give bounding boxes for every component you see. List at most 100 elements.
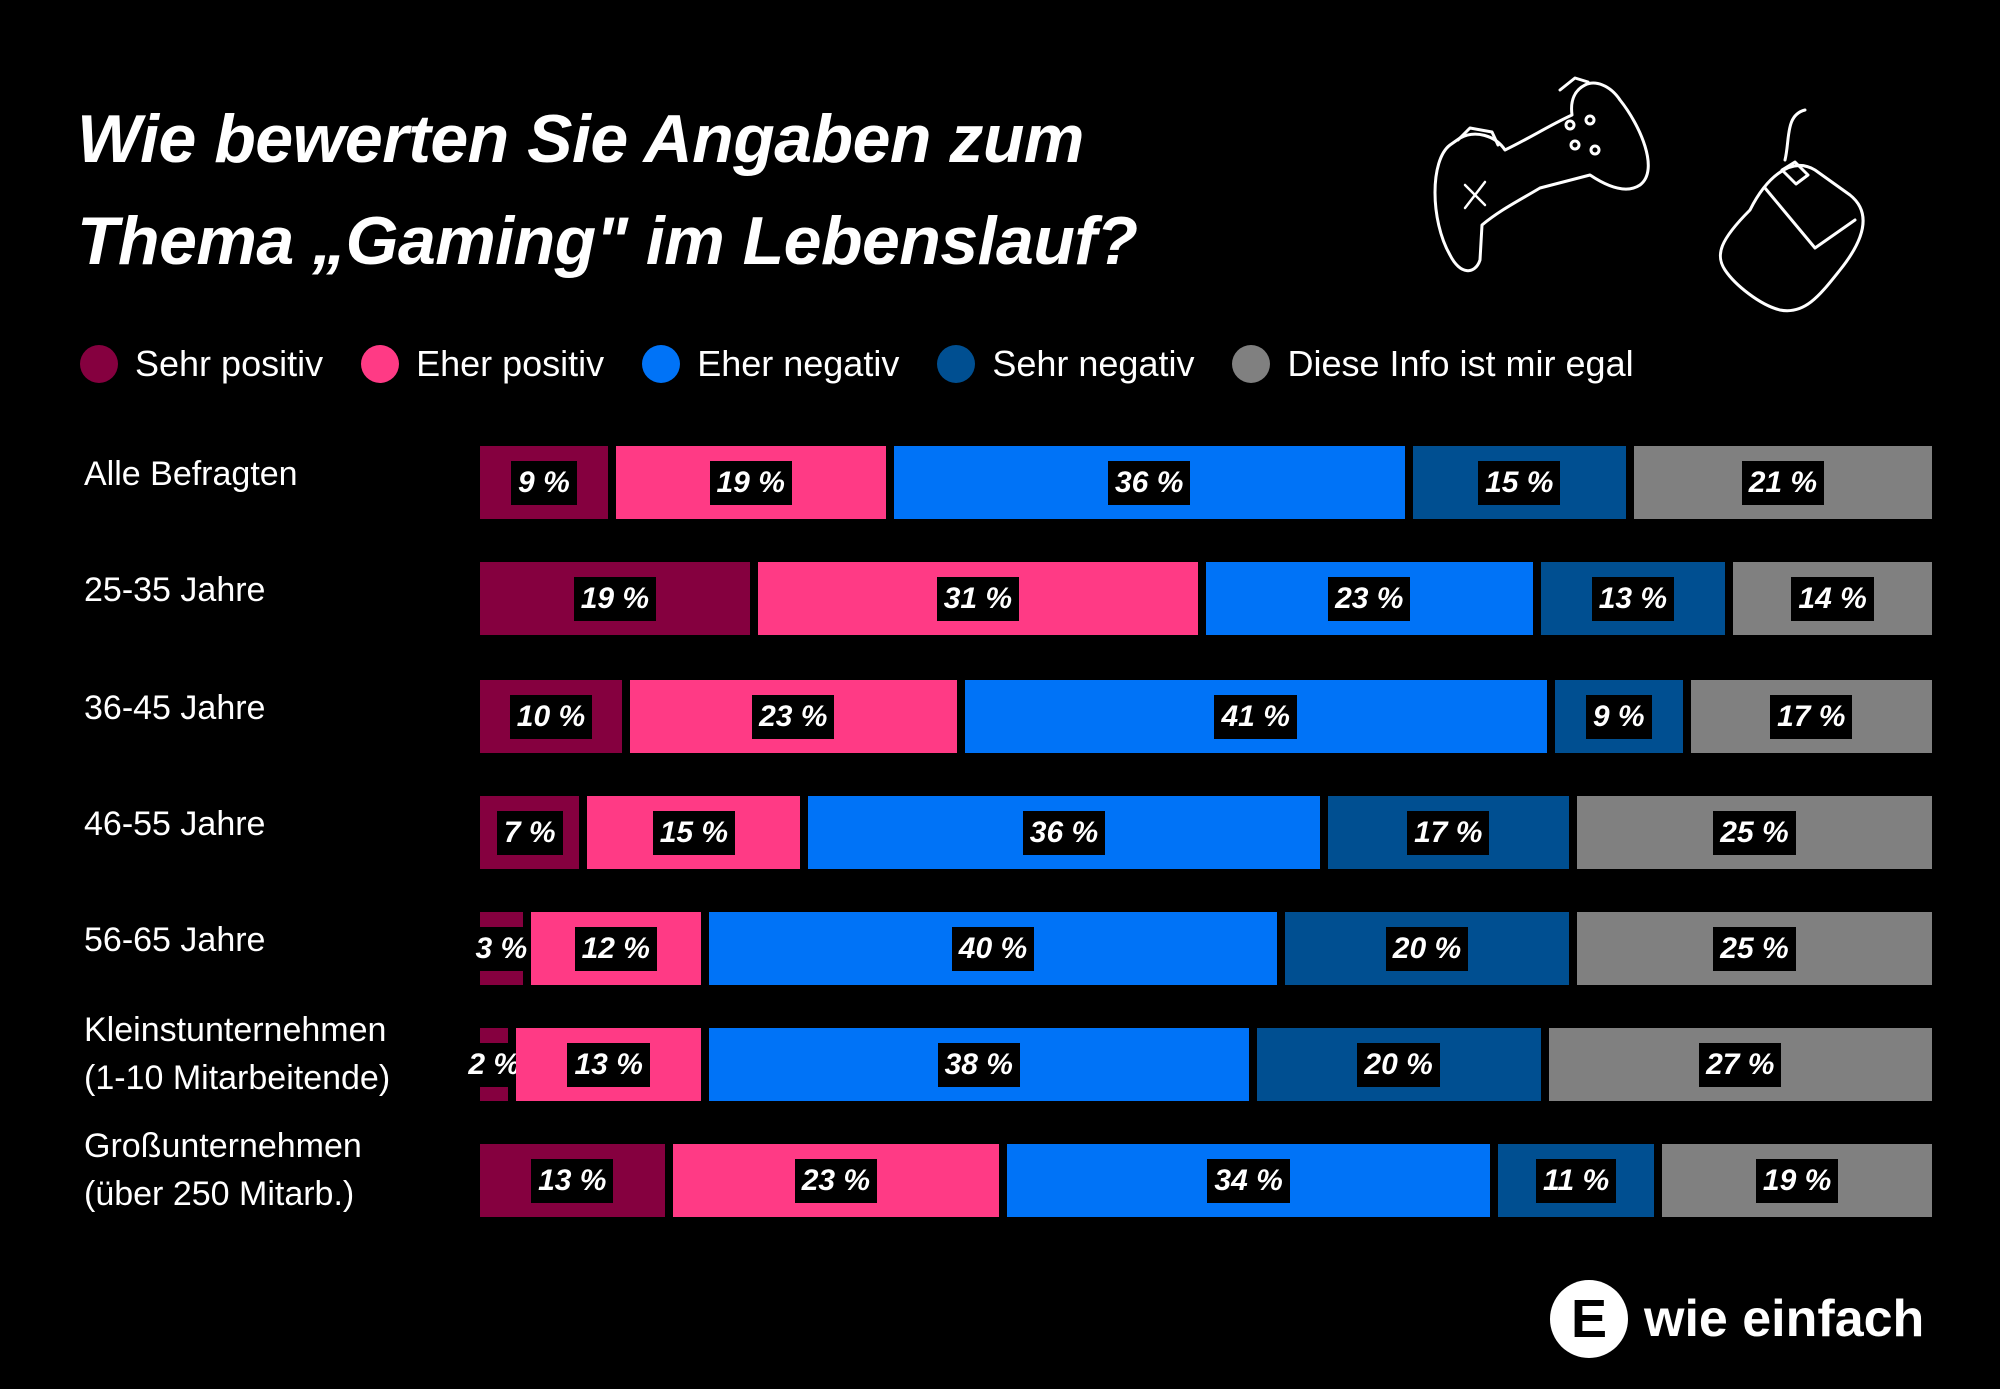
category-label: 56-65 Jahre — [84, 916, 265, 964]
data-label: 19 % — [573, 576, 657, 621]
data-label: 27 % — [1699, 1042, 1782, 1087]
legend-item: Sehr positiv — [80, 343, 323, 385]
data-label: 9 % — [511, 460, 577, 505]
decor-icons — [1420, 70, 1900, 335]
legend-item: Diese Info ist mir egal — [1232, 343, 1634, 385]
legend-label: Eher negativ — [697, 343, 900, 384]
category-label-line: (über 250 Mitarb.) — [84, 1175, 355, 1213]
data-label: 12 % — [574, 926, 657, 971]
legend-label: Diese Info ist mir egal — [1287, 343, 1634, 384]
bar-segment: 20 % — [1285, 912, 1569, 985]
bar-row: 13 % 23 % 34 % 11 % 19 % — [480, 1144, 1932, 1217]
data-label: 41 % — [1214, 694, 1297, 739]
bar-row: 10 % 23 % 41 % 9 % 17 % — [480, 680, 1932, 753]
category-label-line: Kleinstunternehmen — [84, 1011, 387, 1049]
legend-item: Eher negativ — [642, 343, 899, 385]
category-label: Kleinstunternehmen (1-10 Mitarbeitende) — [84, 1006, 390, 1102]
bar-segment: 19 % — [615, 446, 886, 519]
data-label: 2 % — [461, 1042, 528, 1087]
bar-segment: 41 % — [964, 680, 1547, 753]
data-label: 36 % — [1022, 810, 1106, 855]
category-label-line: 56-65 Jahre — [84, 921, 266, 959]
data-label: 23 % — [1328, 576, 1411, 621]
bar-segment: 2 % — [461, 1028, 528, 1101]
data-label: 34 % — [1207, 1158, 1290, 1203]
bar-segment: 27 % — [1548, 1028, 1932, 1101]
category-label-line: (1-10 Mitarbeitende) — [84, 1059, 391, 1097]
data-label: 40 % — [951, 926, 1035, 971]
data-label: 13 % — [531, 1158, 614, 1203]
bar-segment: 7 % — [480, 796, 580, 869]
bar-segment: 12 % — [530, 912, 701, 985]
data-label: 23 % — [794, 1158, 878, 1203]
legend-item: Sehr negativ — [937, 343, 1194, 385]
data-label: 20 % — [1385, 926, 1469, 971]
data-label: 36 % — [1107, 460, 1191, 505]
data-label: 38 % — [937, 1042, 1020, 1087]
legend-swatch — [361, 345, 400, 383]
category-label: Alle Befragten — [84, 450, 298, 498]
bar-segment: 23 % — [672, 1144, 1000, 1217]
legend-swatch — [937, 345, 976, 383]
data-label: 21 % — [1741, 460, 1825, 505]
brand-logo: E wie einfach — [1550, 1280, 1924, 1358]
legend: Sehr positiv Eher positiv Eher negativ Sehr… — [80, 343, 1672, 385]
bar-segment: 19 % — [1662, 1144, 1932, 1217]
data-label: 31 % — [936, 576, 1020, 621]
bar-row: 3 % 12 % 40 % 20 % 25 % — [468, 912, 1932, 985]
bar-row: 2 % 13 % 38 % 20 % 27 % — [461, 1028, 1932, 1101]
data-label: 14 % — [1791, 576, 1874, 621]
bar-segment: 15 % — [587, 796, 801, 869]
bar-segment: 9 % — [1554, 680, 1683, 753]
category-label-line: 25-35 Jahre — [84, 571, 266, 609]
bar-segment: 31 % — [757, 562, 1198, 635]
legend-item: Eher positiv — [361, 343, 604, 385]
bar-segment: 23 % — [1206, 562, 1533, 635]
data-label: 15 % — [1478, 460, 1561, 505]
bar-segment: 10 % — [480, 680, 622, 753]
bar-segment: 36 % — [808, 796, 1320, 869]
chart-title: Wie bewerten Sie Angaben zum Thema „Gami… — [77, 88, 1138, 292]
data-label: 10 % — [509, 694, 593, 739]
data-label: 3 % — [468, 926, 535, 971]
bar-row: 19 % 31 % 23 % 13 % 14 % — [480, 562, 1932, 635]
category-label: 25-35 Jahre — [84, 566, 265, 614]
data-label: 20 % — [1357, 1042, 1440, 1087]
bar-segment: 9 % — [480, 446, 608, 519]
computer-mouse-icon — [1718, 108, 1865, 313]
data-label: 19 % — [709, 460, 792, 505]
data-label: 19 % — [1755, 1158, 1839, 1203]
bar-segment: 25 % — [1577, 796, 1932, 869]
bar-segment: 13 % — [516, 1028, 701, 1101]
data-label: 9 % — [1585, 694, 1652, 739]
bar-segment: 20 % — [1256, 1028, 1541, 1101]
data-label: 17 % — [1770, 694, 1853, 739]
data-label: 25 % — [1713, 810, 1796, 855]
bar-segment: 13 % — [1540, 562, 1726, 635]
bar-segment: 38 % — [709, 1028, 1249, 1101]
bar-segment: 36 % — [893, 446, 1405, 519]
legend-swatch — [80, 345, 118, 383]
legend-swatch — [1232, 345, 1271, 383]
category-label-line: 46-55 Jahre — [84, 805, 266, 843]
bar-segment: 40 % — [709, 912, 1277, 985]
bar-segment: 3 % — [468, 912, 535, 985]
data-label: 13 % — [1591, 576, 1675, 621]
category-label-line: 36-45 Jahre — [84, 689, 266, 727]
category-label: 36-45 Jahre — [84, 684, 265, 732]
bar-row: 9 % 19 % 36 % 15 % 21 % — [480, 446, 1932, 519]
data-label: 25 % — [1713, 926, 1796, 971]
bar-segment: 14 % — [1733, 562, 1932, 635]
legend-label: Eher positiv — [416, 343, 605, 384]
legend-swatch — [642, 345, 681, 383]
legend-label: Sehr positiv — [135, 343, 324, 384]
logo-mark: E — [1550, 1280, 1628, 1358]
data-label: 7 % — [496, 810, 563, 855]
bar-segment: 13 % — [480, 1144, 665, 1217]
data-label: 13 % — [567, 1042, 650, 1087]
category-label: 46-55 Jahre — [84, 800, 265, 848]
category-label-line: Alle Befragten — [84, 455, 298, 493]
bar-segment: 17 % — [1327, 796, 1569, 869]
title-line-1: Wie bewerten Sie Angaben zum — [77, 101, 1084, 177]
category-label: Großunternehmen (über 250 Mitarb.) — [84, 1122, 362, 1218]
